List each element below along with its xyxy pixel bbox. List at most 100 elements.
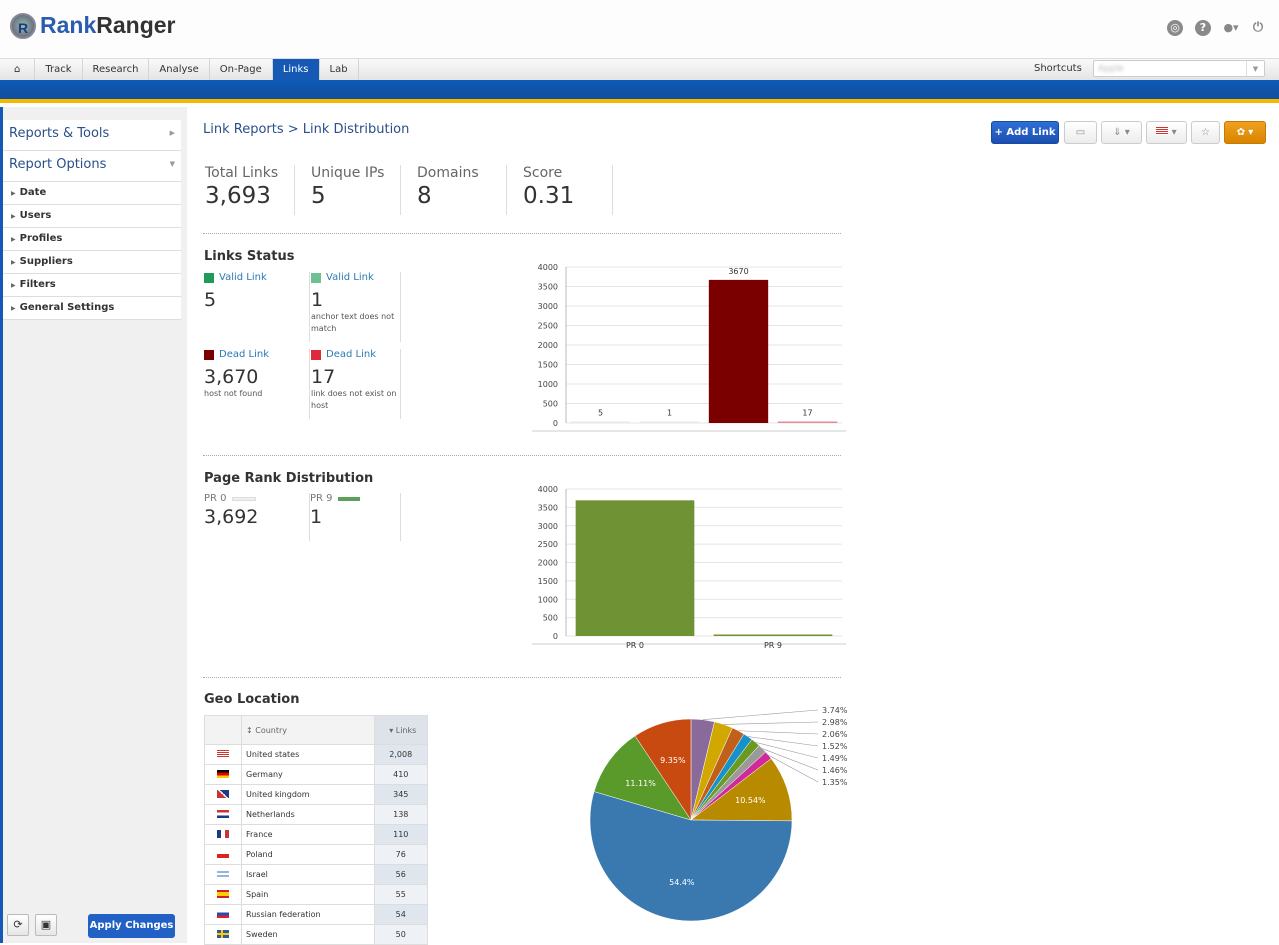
country-flag-icon xyxy=(217,809,229,818)
stat-domains: Domains 8 xyxy=(416,165,507,215)
tab-links[interactable]: Links xyxy=(272,59,320,80)
pie-leader-line xyxy=(738,730,819,735)
sidebar-item-filters[interactable]: ▶ Filters xyxy=(3,274,181,297)
country-flag-icon xyxy=(217,889,229,898)
settings-gear-icon[interactable]: ✿ ▾ xyxy=(1224,121,1266,144)
links-cell: 54 xyxy=(373,904,429,925)
links-cell: 138 xyxy=(373,804,429,825)
chevron-down-icon: ▼ xyxy=(169,160,175,168)
y-tick-label: 1500 xyxy=(538,361,558,370)
apply-changes-button[interactable]: Apply Changes xyxy=(88,914,175,938)
top-header xyxy=(0,0,1279,58)
sidebar-item-profiles[interactable]: ▶ Profiles xyxy=(3,228,181,251)
star-icon[interactable]: ☆ xyxy=(1191,121,1220,144)
add-link-button[interactable]: + Add Link xyxy=(991,121,1059,144)
country-flag-icon xyxy=(217,849,229,858)
shortcut-select[interactable]: Apple ▼ xyxy=(1093,60,1265,77)
x-tick-label: PR 9 xyxy=(764,641,782,650)
bar xyxy=(777,421,838,423)
sidebar-report-options[interactable]: Report Options ▼ xyxy=(3,151,181,182)
pr0-stat: PR 0 3,692 xyxy=(204,493,310,541)
sidebar-reports-tools[interactable]: Reports & Tools ▶ xyxy=(3,120,181,151)
tab-on-page[interactable]: On-Page xyxy=(210,59,273,80)
links-cell: 50 xyxy=(373,924,429,945)
user-menu-icon[interactable]: ●▾ xyxy=(1223,21,1239,34)
rankranger-logo[interactable]: R RankRanger xyxy=(10,12,176,39)
logo-text-ranger: Ranger xyxy=(96,12,176,38)
bar xyxy=(570,421,631,423)
country-flag-icon xyxy=(217,749,229,758)
bar xyxy=(639,421,700,423)
y-tick-label: 4000 xyxy=(538,485,558,494)
logo-text-rank: Rank xyxy=(40,12,97,38)
links-status-title: Links Status xyxy=(204,249,295,264)
country-cell: France xyxy=(241,824,375,845)
links-cell: 56 xyxy=(373,864,429,885)
sidebar-item-general-settings[interactable]: ▶ General Settings xyxy=(3,297,181,320)
pie-slice-label: 2.06% xyxy=(822,730,848,739)
tab-track[interactable]: Track xyxy=(35,59,83,80)
main-nav: ⌂ Track Research Analyse On-Page Links L… xyxy=(0,58,1279,80)
country-flag-icon xyxy=(217,929,229,938)
links-status-chart: 0 500 1000 1500 2000 2500 3000 3500 4000 5 1 3670 17 xyxy=(532,263,846,432)
tab-research[interactable]: Research xyxy=(83,59,150,80)
print-icon[interactable]: ▭ xyxy=(1064,121,1097,144)
y-tick-label: 2500 xyxy=(538,322,558,331)
links-cell: 55 xyxy=(373,884,429,905)
sidebar-item-suppliers[interactable]: ▶ Suppliers xyxy=(3,251,181,274)
y-tick-label: 1000 xyxy=(538,595,558,604)
y-tick-label: 1500 xyxy=(538,577,558,586)
country-flag-icon xyxy=(217,909,229,918)
geo-location-title: Geo Location xyxy=(204,692,300,707)
y-tick-label: 3000 xyxy=(538,302,558,311)
geo-table-row: Germany 410 xyxy=(204,764,429,785)
country-column-header[interactable]: ↕ Country xyxy=(241,715,375,745)
geo-table-row: Netherlands 138 xyxy=(204,804,429,825)
geo-table-row: Sweden 50 xyxy=(204,924,429,945)
country-cell: Israel xyxy=(241,864,375,885)
home-tab-icon[interactable]: ⌂ xyxy=(0,59,36,80)
us-flag-icon[interactable]: ▾ xyxy=(1146,121,1187,144)
refresh-icon[interactable]: ⟳ xyxy=(7,914,29,936)
item-label: Filters xyxy=(19,279,56,290)
divider xyxy=(203,677,841,678)
pie-slice-label: 1.46% xyxy=(822,766,848,775)
item-label: Users xyxy=(19,210,52,221)
country-flag-icon xyxy=(217,869,229,878)
breadcrumb: Link Reports > Link Distribution xyxy=(203,122,410,137)
y-tick-label: 500 xyxy=(543,614,558,623)
sidebar-item-date[interactable]: ▶ Date xyxy=(3,182,181,205)
links-column-header[interactable]: ▾ Links xyxy=(373,715,429,745)
country-flag-icon xyxy=(217,769,229,778)
power-icon[interactable]: ⏻ xyxy=(1252,20,1264,35)
pie-slice xyxy=(634,718,692,821)
country-cell: Spain xyxy=(241,884,375,905)
pie-slice-label: 1.35% xyxy=(822,778,848,787)
tab-lab[interactable]: Lab xyxy=(320,59,359,80)
bar-value-label: 5 xyxy=(598,409,603,418)
pie-slice xyxy=(589,791,793,922)
links-cell: 345 xyxy=(373,784,429,805)
country-cell: Germany xyxy=(241,764,375,785)
chevron-down-icon[interactable]: ▼ xyxy=(1246,61,1264,76)
bar xyxy=(713,634,833,636)
links-status-valid-anchor: Valid Link 1 anchor text does not match xyxy=(310,272,401,342)
tab-analyse[interactable]: Analyse xyxy=(149,59,210,80)
help-icon[interactable]: ? xyxy=(1195,20,1211,36)
support-icon[interactable]: ◎ xyxy=(1167,20,1183,36)
report-options-label: Report Options xyxy=(9,157,107,172)
export-icon[interactable]: ⇓ ▾ xyxy=(1101,121,1142,144)
pie-leader-line xyxy=(702,709,819,720)
geo-table-row: Israel 56 xyxy=(204,864,429,885)
sidebar-item-users[interactable]: ▶ Users xyxy=(3,205,181,228)
save-icon[interactable]: ▣ xyxy=(35,914,57,936)
country-flag-icon xyxy=(217,829,229,838)
reports-tools-label: Reports & Tools xyxy=(9,126,110,141)
links-status-valid: Valid Link 5 xyxy=(204,272,310,342)
country-cell: United kingdom xyxy=(241,784,375,805)
geo-table-row: United states 2,008 xyxy=(204,744,429,765)
links-status-dead-host: Dead Link 3,670 host not found xyxy=(204,349,310,419)
y-tick-label: 3500 xyxy=(538,503,558,512)
pie-slice-label: 9.35% xyxy=(660,756,686,765)
sidebar: Reports & Tools ▶ Report Options ▼ ▶ Date ▶… xyxy=(0,107,187,943)
